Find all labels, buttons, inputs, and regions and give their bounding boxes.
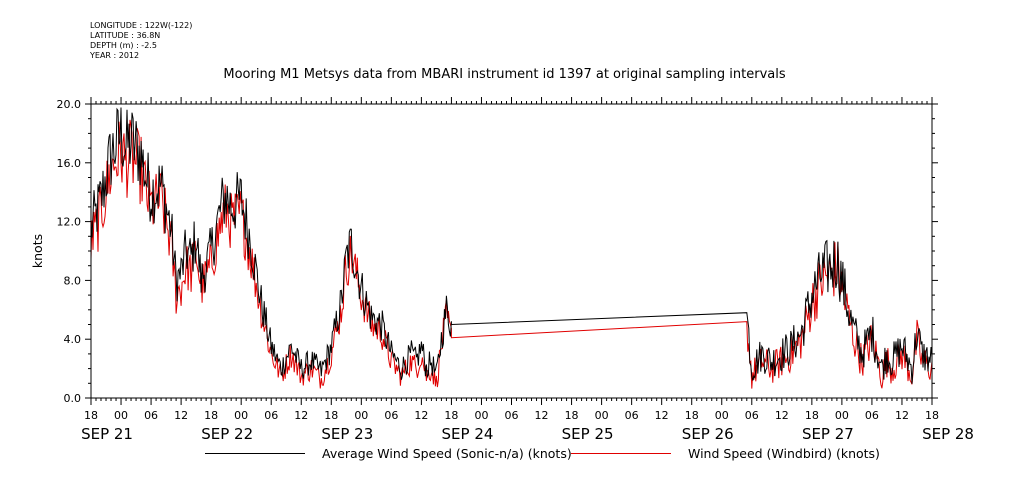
x-tick-label: 06 <box>264 409 278 422</box>
depth-label: DEPTH (m) : -2.5 <box>90 41 157 50</box>
legend-line-series1 <box>205 453 305 454</box>
x-day-label: SEP 22 <box>201 425 253 443</box>
x-tick-label: 06 <box>865 409 879 422</box>
x-tick-label: 06 <box>384 409 398 422</box>
x-tick-label: 06 <box>144 409 158 422</box>
legend-line-series2 <box>571 453 671 454</box>
x-tick-label: 12 <box>655 409 669 422</box>
x-tick-label: 18 <box>444 409 458 422</box>
x-tick-label: 18 <box>805 409 819 422</box>
x-tick-label: 18 <box>324 409 338 422</box>
y-tick-label: 0.0 <box>64 392 82 405</box>
y-tick-label: 8.0 <box>64 274 82 287</box>
latitude-label: LATITUDE : 36.8N <box>90 31 161 40</box>
legend-label-series1: Average Wind Speed (Sonic-n/a) (knots) <box>322 446 572 461</box>
x-tick-label: 12 <box>414 409 428 422</box>
x-day-label: SEP 23 <box>321 425 373 443</box>
x-tick-label: 12 <box>895 409 909 422</box>
x-tick-label: 18 <box>204 409 218 422</box>
x-tick-label: 00 <box>114 409 128 422</box>
series-line-2 <box>90 119 933 389</box>
x-tick-label: 12 <box>775 409 789 422</box>
y-tick-label: 16.0 <box>57 157 82 170</box>
y-axis-label: knots <box>30 234 45 268</box>
x-day-label: SEP 28 <box>922 425 974 443</box>
x-tick-label: 00 <box>715 409 729 422</box>
legend-label-series2: Wind Speed (Windbird) (knots) <box>688 446 880 461</box>
x-tick-label: 18 <box>565 409 579 422</box>
longitude-label: LONGITUDE : 122W(-122) <box>90 21 193 30</box>
chart-area: 0.0 4.0 8.0 12.0 16.0 20.0 18 00 06 12 18 00 06 12 18 0… <box>30 97 974 443</box>
x-tick-label: 00 <box>234 409 248 422</box>
x-day-label: SEP 27 <box>802 425 854 443</box>
x-tick-label: 06 <box>745 409 759 422</box>
x-day-label: SEP 21 <box>81 425 133 443</box>
metadata-block: LONGITUDE : 122W(-122) LATITUDE : 36.8N … <box>90 21 192 61</box>
y-tick-label: 20.0 <box>57 98 82 111</box>
plot-frame <box>90 103 933 399</box>
legend: Average Wind Speed (Sonic-n/a) (knots) W… <box>0 445 1009 465</box>
x-tick-label: 00 <box>474 409 488 422</box>
x-day-label: SEP 24 <box>442 425 494 443</box>
x-tick-label: 18 <box>84 409 98 422</box>
x-tick-label: 00 <box>354 409 368 422</box>
x-tick-label: 00 <box>835 409 849 422</box>
series-line-1 <box>90 107 933 384</box>
x-tick-label: 06 <box>625 409 639 422</box>
x-tick-label: 12 <box>174 409 188 422</box>
year-label: YEAR : 2012 <box>90 51 140 60</box>
y-tick-label: 12.0 <box>57 216 82 229</box>
x-tick-label: 06 <box>505 409 519 422</box>
x-tick-label: 18 <box>685 409 699 422</box>
x-tick-label: 12 <box>535 409 549 422</box>
y-tick-label: 4.0 <box>64 333 82 346</box>
x-tick-label: 12 <box>294 409 308 422</box>
x-tick-label: 00 <box>595 409 609 422</box>
x-tick-label: 18 <box>925 409 939 422</box>
x-day-label: SEP 25 <box>562 425 614 443</box>
x-day-label: SEP 26 <box>682 425 734 443</box>
chart-title: Mooring M1 Metsys data from MBARI instru… <box>223 67 786 82</box>
